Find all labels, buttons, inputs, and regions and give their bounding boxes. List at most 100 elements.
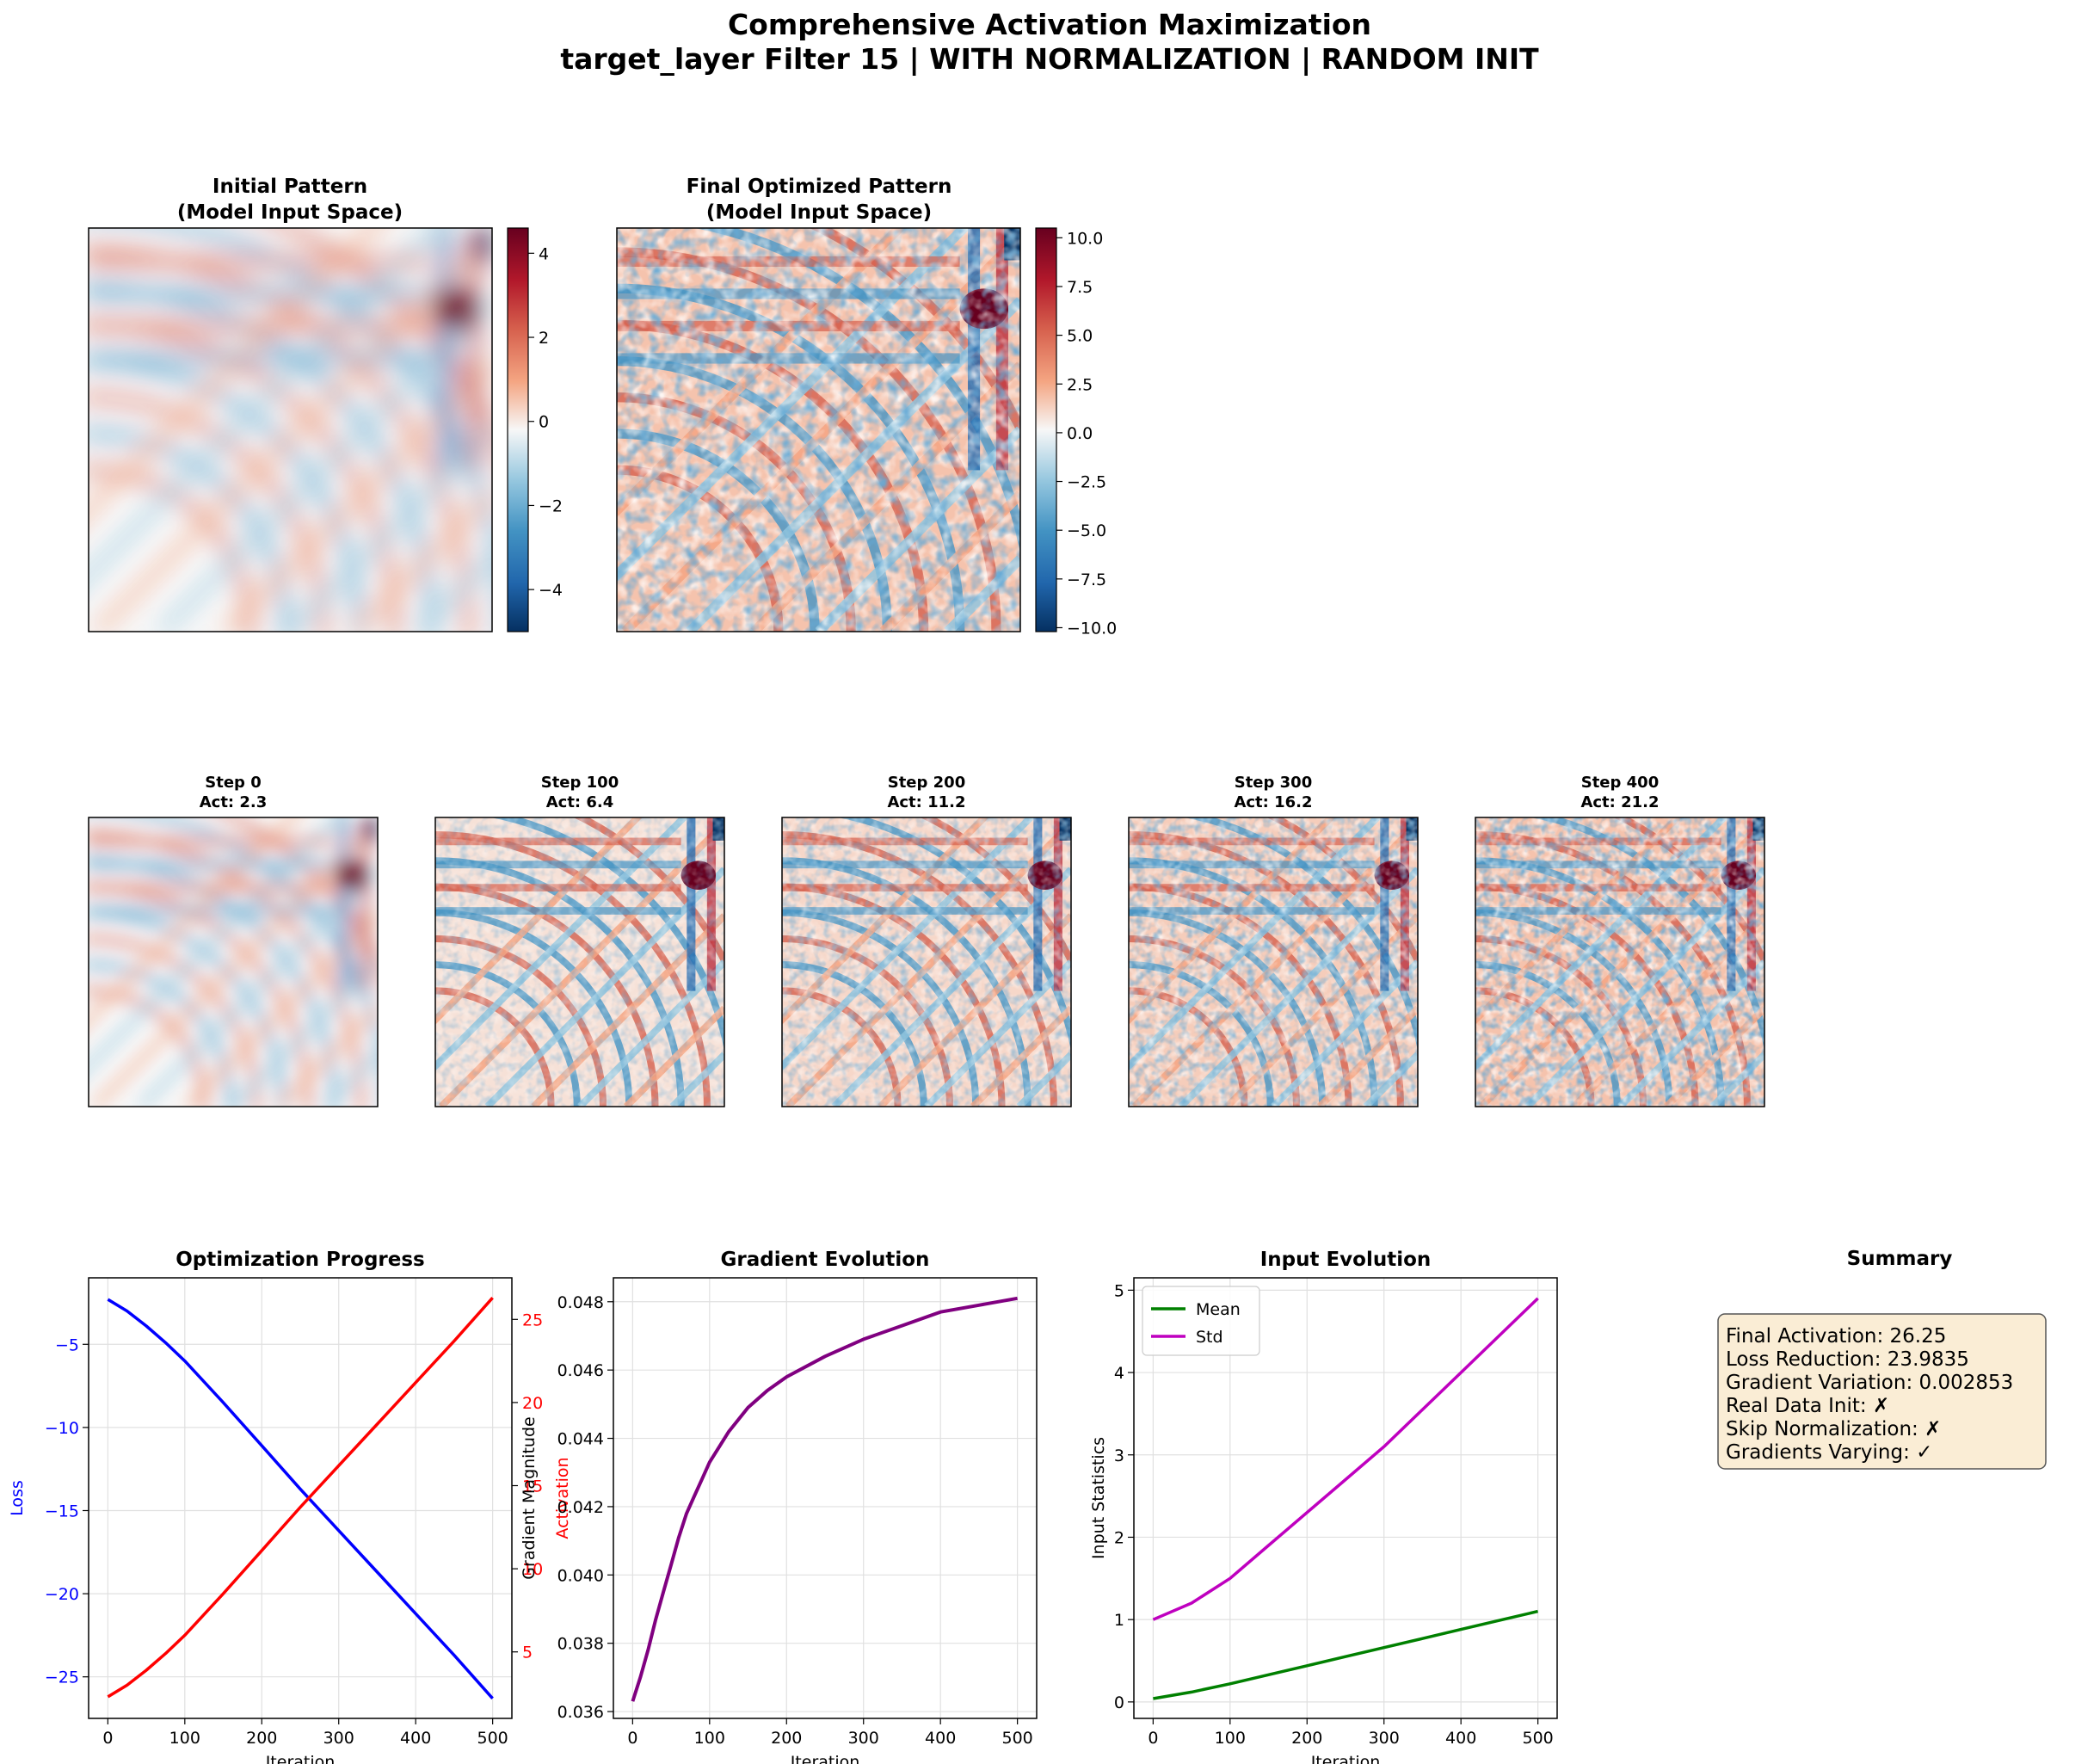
- gradient-evolution-chart: Gradient Evolution 0 100 200 300 400 500 Iterat…: [520, 1249, 1038, 1764]
- initial-colorbar: [507, 227, 529, 632]
- pattern-bands: [89, 228, 492, 632]
- pattern-arc: [89, 429, 292, 632]
- pattern-diagonal: [231, 959, 378, 1107]
- y-tick-label: 2: [1114, 1528, 1124, 1547]
- y-axis-label: Input Statistics: [1089, 1437, 1108, 1559]
- pattern-diagonal: [89, 817, 342, 1071]
- series-line: [107, 1298, 494, 1699]
- colorbar-tick-label: 0.0: [1067, 424, 1093, 443]
- pattern-arc: [89, 465, 256, 632]
- pattern-arc: [89, 987, 208, 1107]
- final-pattern-panel: Final Optimized Pattern (Model Input Spa…: [616, 176, 1117, 638]
- colorbar-tick-label: −4: [539, 581, 563, 600]
- axes-frame: [88, 1277, 513, 1719]
- initial-pattern-title-1: Initial Pattern: [212, 176, 367, 198]
- colorbar-tick-label: 10.0: [1067, 229, 1103, 248]
- pattern-band: [89, 320, 432, 332]
- step-image: [782, 817, 1071, 1107]
- pattern-diagonal: [416, 555, 492, 632]
- y-tick-label: 5: [1114, 1281, 1124, 1300]
- y-tick-label: 0.038: [557, 1635, 604, 1654]
- summary-line: Gradients Varying: ✓: [1726, 1441, 1932, 1464]
- step-activation: Act: 2.3: [200, 793, 268, 811]
- x-tick-label: 300: [848, 1729, 879, 1748]
- figure-title-line2: target_layer Filter 15 | WITH NORMALIZAT…: [560, 42, 1539, 76]
- pattern-vband: [467, 228, 480, 471]
- y-tick-label: −5: [55, 1335, 79, 1354]
- final-pattern-frame: [616, 227, 1021, 632]
- summary-box: [1717, 1313, 2047, 1470]
- initial-pattern-title-2: (Model Input Space): [177, 201, 403, 224]
- initial-pattern-frame: [88, 227, 493, 632]
- pattern-band: [89, 884, 335, 892]
- x-axis-label: Iteration: [1311, 1753, 1381, 1764]
- x-axis-label: Iteration: [266, 1753, 336, 1764]
- y-tick-label: 0.036: [557, 1703, 604, 1722]
- pattern-noise-dark: [782, 817, 1071, 1107]
- initial-colorbar-ticks: 4 2 0 −2 −4: [528, 244, 563, 600]
- axes-frame: [1133, 1277, 1558, 1719]
- x-tick-label: 0: [102, 1729, 113, 1748]
- y-tick-label: 0: [1114, 1693, 1124, 1712]
- pattern-arc: [226, 817, 378, 969]
- colorbar-tick-label: 2.5: [1067, 375, 1093, 394]
- pattern-diagonal: [138, 867, 378, 1107]
- x-tick-label: 500: [1523, 1729, 1554, 1748]
- pattern-band: [89, 837, 335, 846]
- y-right-tick-label: 15: [522, 1477, 543, 1496]
- x-tick-label: 0: [627, 1729, 637, 1748]
- summary-line: Skip Normalization: ✗: [1726, 1418, 1941, 1440]
- step-frame: [434, 817, 725, 1107]
- x-tick-label: 200: [246, 1729, 277, 1748]
- y-tick-label: −25: [45, 1668, 79, 1687]
- step-label: Step 200: [888, 774, 966, 792]
- step-activation: Act: 6.4: [546, 793, 614, 811]
- y-tick-label: −20: [45, 1585, 79, 1604]
- final-pattern-image: [617, 228, 1020, 632]
- step-label: Step 400: [1581, 774, 1660, 792]
- y-tick-label: 0.044: [557, 1430, 604, 1449]
- step-activation: Act: 21.2: [1580, 793, 1659, 811]
- colorbar-tick-label: −10.0: [1067, 619, 1117, 638]
- pattern-arc: [89, 392, 328, 632]
- y-right-tick-label: 10: [522, 1560, 543, 1579]
- step-activation: Act: 11.2: [887, 793, 965, 811]
- colorbar-tick-label: 0: [539, 413, 549, 432]
- step-label: Step 0: [205, 774, 261, 792]
- optimization-progress-chart: Optimization Progress 0 100 200 300 400 500 Ite…: [8, 1249, 572, 1764]
- step-frame: [1475, 817, 1765, 1107]
- y-right-tick-label: 20: [522, 1394, 543, 1413]
- step-image: [89, 817, 378, 1107]
- colorbar-tick-label: 5.0: [1067, 327, 1093, 346]
- pattern-corner: [366, 817, 378, 841]
- pattern-diagonal: [286, 426, 492, 632]
- y-right-tick-label: 25: [522, 1311, 543, 1329]
- summary-line: Final Activation: 26.25: [1726, 1325, 1946, 1348]
- step-frame: [1128, 817, 1419, 1107]
- series-line: [107, 1297, 494, 1699]
- x-tick-label: 400: [925, 1729, 956, 1748]
- colorbar-tick-label: 4: [539, 244, 549, 263]
- series-line: [631, 1296, 1018, 1702]
- x-tick-label: 400: [400, 1729, 431, 1748]
- y-axis-label: Loss: [8, 1480, 27, 1516]
- initial-pattern-panel: Initial Pattern (Model Input Space) 4 2 0 −…: [88, 176, 563, 632]
- pattern-noise-dark: [435, 817, 724, 1107]
- axes-frame: [613, 1277, 1038, 1719]
- pattern-diagonal: [89, 228, 443, 583]
- step-frame: [781, 817, 1072, 1107]
- x-tick-label: 400: [1445, 1729, 1476, 1748]
- y-tick-label: 0.042: [557, 1498, 604, 1517]
- step-activation: Act: 16.2: [1234, 793, 1312, 811]
- legend-box: [1142, 1286, 1260, 1356]
- pattern-diagonal: [91, 820, 378, 1107]
- x-tick-label: 200: [1291, 1729, 1322, 1748]
- x-tick-label: 100: [169, 1729, 200, 1748]
- final-colorbar: [1035, 227, 1057, 632]
- pattern-diagonal: [93, 232, 492, 632]
- y-axis-label: Gradient Magnitude: [520, 1416, 539, 1579]
- colorbar-tick-label: −7.5: [1067, 571, 1106, 589]
- y-tick-label: 4: [1114, 1364, 1124, 1383]
- colorbar-tick-label: 7.5: [1067, 278, 1093, 297]
